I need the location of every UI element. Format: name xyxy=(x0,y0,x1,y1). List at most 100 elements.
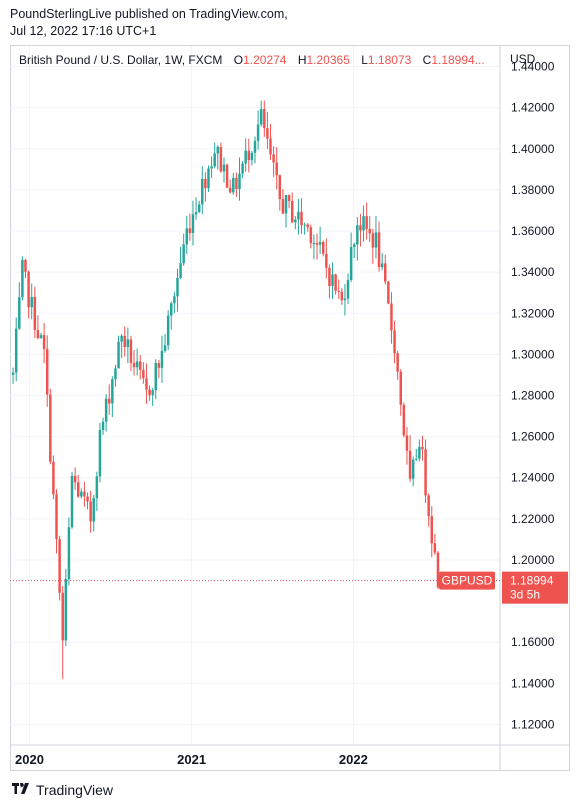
candle-body xyxy=(390,303,393,331)
tradingview-logo-icon xyxy=(12,783,29,794)
candle-body xyxy=(275,162,278,176)
candle-body xyxy=(107,398,111,404)
candle-body xyxy=(64,578,68,641)
candle-body xyxy=(266,128,269,139)
candle-body xyxy=(331,274,334,287)
price-tag xyxy=(502,571,568,604)
price-tag-value: 1.18994 xyxy=(510,574,554,588)
candle-body xyxy=(98,430,102,477)
publish-date: Jul 12, 2022 17:16 UTC+1 xyxy=(10,24,157,38)
candle-body xyxy=(154,363,158,391)
candle-body xyxy=(83,491,86,497)
publisher-line: PoundSterlingLive published on TradingVi… xyxy=(10,7,288,21)
candle-body xyxy=(80,491,83,497)
low-value: 1.18073 xyxy=(367,53,412,67)
candle-body xyxy=(222,164,226,172)
candle-body xyxy=(424,449,427,496)
candle-body xyxy=(377,232,381,268)
y-tick-label: 1.28000 xyxy=(511,389,555,403)
y-tick-label: 1.22000 xyxy=(511,512,555,526)
x-tick-label: 2022 xyxy=(339,752,368,767)
candle-body xyxy=(89,501,92,522)
y-tick-label: 1.42000 xyxy=(511,101,555,115)
y-tick-label: 1.40000 xyxy=(511,142,555,156)
footer[interactable]: TradingView xyxy=(10,782,113,798)
candle-body xyxy=(250,152,254,161)
candle-body xyxy=(284,195,288,214)
candle-body xyxy=(33,296,37,330)
candle-body xyxy=(45,349,49,395)
candle-body xyxy=(139,361,142,370)
candle-body xyxy=(263,109,266,129)
candle-body xyxy=(312,243,316,245)
candle-body xyxy=(380,263,384,268)
candle-body xyxy=(95,476,99,499)
candle-body xyxy=(303,224,306,226)
candle-body xyxy=(101,421,105,431)
candle-body xyxy=(42,335,46,350)
candle-body xyxy=(415,458,418,460)
y-tick-label: 1.36000 xyxy=(511,224,555,238)
y-tick-label: 1.44000 xyxy=(511,60,555,74)
close-label: C xyxy=(422,53,432,67)
candle-body xyxy=(201,178,204,205)
candle-body xyxy=(300,211,303,226)
candle-body xyxy=(182,244,185,264)
y-tick-label: 1.34000 xyxy=(511,265,555,279)
y-tick-label: 1.24000 xyxy=(511,471,555,485)
candle-body xyxy=(334,274,337,291)
candle-body xyxy=(244,150,247,164)
candle-body xyxy=(374,232,378,248)
candle-body xyxy=(92,498,95,522)
candle-body xyxy=(76,482,80,497)
candle-body xyxy=(259,109,263,125)
candle-body xyxy=(104,398,108,422)
candle-body xyxy=(207,168,210,189)
price-tag-countdown: 3d 5h xyxy=(510,588,540,602)
y-tick-label: 1.26000 xyxy=(511,430,555,444)
candle-body xyxy=(328,267,331,287)
candle-body xyxy=(170,303,173,316)
candle-body xyxy=(194,212,198,215)
candle-body xyxy=(179,263,182,278)
candle-body xyxy=(157,363,161,368)
y-tick-label: 1.12000 xyxy=(511,717,555,731)
candle-body xyxy=(343,298,347,301)
open-label: O xyxy=(233,53,244,67)
candle-body xyxy=(352,244,356,247)
candle-body xyxy=(384,263,387,282)
candle-body xyxy=(306,224,309,228)
footer-brand[interactable]: TradingView xyxy=(36,782,114,798)
candle-body xyxy=(309,227,313,244)
candle-body xyxy=(86,496,89,502)
candle-body xyxy=(21,259,24,298)
candle-body xyxy=(235,177,238,190)
candle-body xyxy=(365,216,368,230)
candle-body xyxy=(272,154,275,163)
candle-body xyxy=(166,315,170,346)
open-value: 1.20274 xyxy=(243,53,287,67)
candle-body xyxy=(160,350,164,368)
y-tick-label: 1.30000 xyxy=(511,347,555,361)
candle-body xyxy=(340,291,344,301)
candle-body xyxy=(349,246,353,280)
candle-body xyxy=(433,543,437,553)
candle-body xyxy=(408,450,412,479)
candle-body xyxy=(281,199,285,214)
candle-body xyxy=(399,371,403,405)
candle-body xyxy=(148,389,151,396)
candle-body xyxy=(61,592,64,641)
close-value: 1.18994... xyxy=(431,53,485,67)
candle-body xyxy=(387,281,390,304)
candle-body xyxy=(225,164,229,188)
candle-body xyxy=(436,552,440,588)
symbol-tag xyxy=(439,571,495,590)
candle-body xyxy=(114,368,117,380)
candle-body xyxy=(315,243,319,245)
low-label: L xyxy=(361,53,368,67)
candle-body xyxy=(188,228,192,233)
x-tick-label: 2020 xyxy=(15,752,44,767)
chart-frame xyxy=(10,45,570,771)
candle-body xyxy=(321,241,325,254)
